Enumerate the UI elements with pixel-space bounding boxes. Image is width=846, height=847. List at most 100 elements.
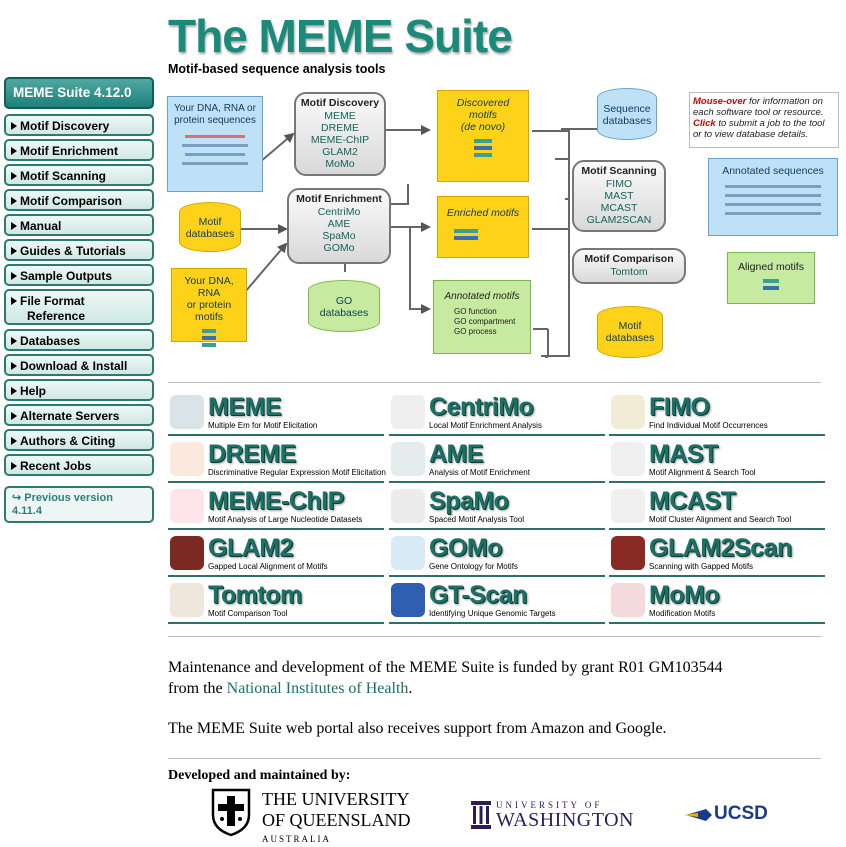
annotated-sequences-doc[interactable]: Annotated sequences <box>708 158 838 236</box>
tool-name[interactable]: Tomtom <box>208 581 302 609</box>
version-badge[interactable]: MEME Suite 4.12.0 <box>4 77 154 109</box>
menu-recent-jobs[interactable]: Recent Jobs <box>4 454 154 476</box>
tool-link-meme[interactable]: MEME <box>324 110 356 122</box>
menu-motif-enrichment[interactable]: Motif Enrichment <box>4 139 154 161</box>
overview-diagram: Your DNA, RNA or protein sequences Motif… <box>165 84 841 371</box>
tool-description: Motif Alignment & Search Tool <box>649 468 756 477</box>
menu-sample-outputs[interactable]: Sample Outputs <box>4 264 154 286</box>
motif-databases-cylinder-2[interactable]: Motif databases <box>597 306 663 358</box>
motif-discovery-box[interactable]: Motif Discovery MEME DREME MEME-ChIP GLA… <box>294 92 386 176</box>
tool-link-ame[interactable]: AME <box>327 218 351 230</box>
tool-card-fimo[interactable]: FIMO Find Individual Motif Occurrences <box>609 389 825 436</box>
menu-motif-comparison[interactable]: Motif Comparison <box>4 189 154 211</box>
tool-link-tomtom[interactable]: Tomtom <box>610 266 648 278</box>
uw-column-icon[interactable] <box>470 800 492 830</box>
page-subtitle: Motif-based sequence analysis tools <box>168 62 386 76</box>
input-sequences-doc[interactable]: Your DNA, RNA or protein sequences <box>167 96 263 192</box>
tool-card-ame[interactable]: AME Analysis of Motif Enrichment <box>389 436 605 483</box>
tool-description: Modification Motifs <box>649 609 716 618</box>
triangle-right-icon <box>11 272 17 280</box>
tool-card-centrimo[interactable]: CentriMo Local Motif Enrichment Analysis <box>389 389 605 436</box>
tool-name[interactable]: GOMo <box>429 534 503 562</box>
motif-scanning-box[interactable]: Motif Scanning FIMO MAST MCAST GLAM2SCAN <box>572 160 666 232</box>
tool-link-glam2scan[interactable]: GLAM2SCAN <box>586 214 652 226</box>
triangle-right-icon <box>11 462 17 470</box>
tool-card-glam2[interactable]: GLAM2 Gapped Local Alignment of Motifs <box>168 530 384 577</box>
diagram-connectors <box>240 125 646 358</box>
triangle-right-icon <box>11 362 17 370</box>
menu-motif-discovery[interactable]: Motif Discovery <box>4 114 154 136</box>
annotated-motifs-doc[interactable]: Annotated motifs GO function GO compartm… <box>433 280 531 354</box>
tool-link-centrimo[interactable]: CentriMo <box>317 206 361 218</box>
tool-card-momo[interactable]: MoMo Modification Motifs <box>609 577 825 624</box>
tool-description: Local Motif Enrichment Analysis <box>429 421 542 430</box>
menu-file-format-reference[interactable]: File Format Reference <box>4 289 154 325</box>
tool-card-meme[interactable]: MEME Multiple Em for Motif Elicitation <box>168 389 384 436</box>
tool-name[interactable]: FIMO <box>649 393 710 421</box>
sailboat-icon <box>611 442 645 476</box>
tool-name[interactable]: MEME-ChIP <box>208 487 344 515</box>
tool-link-mast[interactable]: MAST <box>604 190 634 202</box>
menu-help[interactable]: Help <box>4 379 154 401</box>
enriched-motifs-doc[interactable]: Enriched motifs <box>437 196 529 258</box>
sequence-databases-cylinder[interactable]: Sequence databases <box>597 88 657 140</box>
previous-version-link[interactable]: ↪ Previous version 4.11.4 <box>4 486 154 523</box>
divider <box>168 758 821 759</box>
tool-card-gomo[interactable]: GOMo Gene Ontology for Motifs <box>389 530 605 577</box>
menu-alternate-servers[interactable]: Alternate Servers <box>4 404 154 426</box>
tool-description: Find Individual Motif Occurrences <box>649 421 768 430</box>
motif-enrichment-box[interactable]: Motif Enrichment CentriMo AME SpaMo GOMo <box>287 188 391 264</box>
tool-card-gt-scan[interactable]: GT-Scan Identifying Unique Genomic Target… <box>389 577 605 624</box>
tool-name[interactable]: SpaMo <box>429 487 509 515</box>
uq-line-3: AUSTRALIA <box>262 834 331 844</box>
triangle-right-icon <box>11 297 17 305</box>
apple-icon <box>611 583 645 617</box>
tool-name[interactable]: DREME <box>208 440 296 468</box>
nih-link[interactable]: National Institutes of Health <box>226 680 409 697</box>
menu-databases[interactable]: Databases <box>4 329 154 351</box>
tool-name[interactable]: MoMo <box>649 581 720 609</box>
tool-name[interactable]: GT-Scan <box>429 581 527 609</box>
menu-authors-citing[interactable]: Authors & Citing <box>4 429 154 451</box>
tool-name[interactable]: MEME <box>208 393 282 421</box>
tool-card-spamo[interactable]: SpaMo Spaced Motif Analysis Tool <box>389 483 605 530</box>
menu-download-install[interactable]: Download & Install <box>4 354 154 376</box>
tool-link-fimo[interactable]: FIMO <box>605 178 633 190</box>
menu-guides-tutorials[interactable]: Guides & Tutorials <box>4 239 154 261</box>
triangle-right-icon <box>11 437 17 445</box>
tool-link-dreme[interactable]: DREME <box>321 122 359 134</box>
triangle-right-icon <box>11 337 17 345</box>
tool-link-spamo[interactable]: SpaMo <box>322 230 356 242</box>
tool-card-mast[interactable]: MAST Motif Alignment & Search Tool <box>609 436 825 483</box>
tool-link-glam2[interactable]: GLAM2 <box>322 146 358 158</box>
go-databases-cylinder[interactable]: GO databases <box>308 280 380 332</box>
tool-card-mcast[interactable]: MCAST Motif Cluster Alignment and Search … <box>609 483 825 530</box>
centrimo-plot-icon <box>391 395 425 429</box>
menu-motif-scanning[interactable]: Motif Scanning <box>4 164 154 186</box>
tool-card-meme-chip[interactable]: MEME-ChIP Motif Analysis of Large Nucleot… <box>168 483 384 530</box>
dreme-logo-icon <box>170 442 204 476</box>
menu-manual[interactable]: Manual <box>4 214 154 236</box>
tool-name[interactable]: MAST <box>649 440 718 468</box>
aligned-motifs-doc[interactable]: Aligned motifs <box>727 252 815 304</box>
triangle-right-icon <box>11 387 17 395</box>
tool-name[interactable]: AME <box>429 440 484 468</box>
tool-name[interactable]: CentriMo <box>429 393 534 421</box>
input-motifs-doc[interactable]: Your DNA, RNA or protein motifs <box>171 268 247 347</box>
motif-comparison-box[interactable]: Motif Comparison Tomtom <box>572 248 686 284</box>
tool-link-gomo[interactable]: GOMo <box>323 242 355 254</box>
funding-paragraph: Maintenance and development of the MEME … <box>168 659 723 697</box>
tool-link-mcast[interactable]: MCAST <box>600 202 638 214</box>
tool-name[interactable]: GLAM2Scan <box>649 534 792 562</box>
discovered-motifs-doc[interactable]: Discovered motifs (de novo) <box>437 90 529 182</box>
tool-name[interactable]: GLAM2 <box>208 534 294 562</box>
tool-card-tomtom[interactable]: Tomtom Motif Comparison Tool <box>168 577 384 624</box>
tool-name[interactable]: MCAST <box>649 487 736 515</box>
tool-card-glam2scan[interactable]: GLAM2Scan Scanning with Gapped Motifs <box>609 530 825 577</box>
tool-card-dreme[interactable]: DREME Discriminative Regular Expression M… <box>168 436 386 483</box>
tool-link-meme-chip[interactable]: MEME-ChIP <box>310 134 370 146</box>
motif-databases-cylinder[interactable]: Motif databases <box>179 202 241 252</box>
tool-link-momo[interactable]: MoMo <box>325 158 355 170</box>
ucsd-wing-icon[interactable] <box>684 806 714 824</box>
uq-crest-icon[interactable] <box>210 787 252 837</box>
